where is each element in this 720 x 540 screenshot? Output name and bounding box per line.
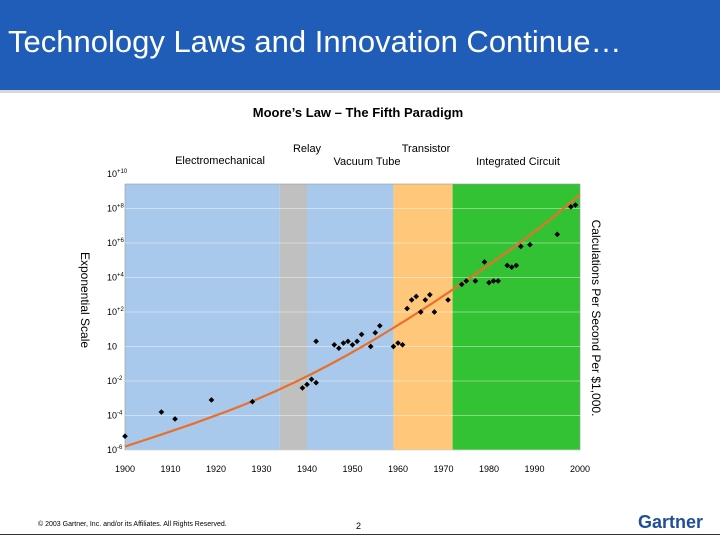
y-tick-label--2: 10-2 [107, 376, 123, 386]
x-tick-label-1980: 1980 [479, 464, 499, 474]
data-point-28 [427, 291, 433, 298]
data-point-8 [313, 379, 319, 386]
page-number: 2 [356, 521, 362, 531]
x-tick-label-1940: 1940 [297, 464, 317, 474]
x-tick-label-1970: 1970 [433, 464, 453, 474]
data-point-5 [299, 385, 306, 391]
paradigm-regions [124, 183, 581, 451]
region-vacuum-tube [307, 184, 394, 450]
data-point-2 [172, 416, 178, 422]
region-label-transistor: Transistor [402, 143, 451, 155]
region-electromechanical [125, 184, 280, 450]
data-point-43 [554, 231, 561, 238]
y-tick-label-0: 10 [107, 342, 117, 352]
trend-line [124, 193, 581, 448]
data-point-25 [413, 293, 420, 300]
chart-labels: Electromechanical Relay Vacuum TubeTransis… [78, 105, 603, 474]
y-tick-label-4: 10+4 [107, 273, 125, 283]
region-label-relay: Relay [293, 143, 322, 155]
trend-layer [124, 193, 581, 448]
x-tick-label-1900: 1900 [115, 464, 135, 474]
x-tick-label-1920: 1920 [206, 464, 226, 474]
title-bar: Technology Laws and Innovation Continue… [0, 0, 720, 90]
data-point-23 [404, 305, 410, 312]
data-point-10 [331, 341, 338, 348]
data-point-22 [399, 341, 406, 348]
y-tick-label--6: 10-6 [107, 445, 123, 455]
data-point-37 [495, 278, 501, 284]
x-tick-label-1910: 1910 [160, 464, 180, 474]
data-point-3 [208, 397, 215, 403]
data-points [122, 202, 579, 440]
data-point-20 [390, 343, 397, 350]
data-point-24 [408, 297, 415, 303]
region-transistor [393, 184, 453, 450]
region-label-electromechanical: Electromechanical [175, 155, 265, 167]
x-tick-label-1960: 1960 [388, 464, 408, 474]
region-relay [279, 184, 307, 450]
data-point-26 [417, 309, 424, 315]
footer-divider [0, 534, 720, 535]
data-point-14 [349, 341, 356, 348]
x-tick-label-1990: 1990 [524, 464, 544, 474]
data-point-34 [481, 259, 488, 265]
region-label-vacuum-tube: Vacuum Tube [333, 156, 400, 168]
data-point-42 [527, 241, 533, 248]
data-point-18 [372, 329, 379, 336]
title-divider [0, 90, 720, 93]
data-point-16 [358, 331, 365, 338]
y-tick-label-10: 10+10 [107, 169, 128, 179]
region-label-integrated-circuit: Integrated Circuit [476, 156, 560, 168]
x-tick-label-1950: 1950 [342, 464, 362, 474]
data-point-15 [354, 338, 360, 345]
data-point-4 [249, 398, 256, 405]
data-point-45 [572, 202, 579, 208]
data-point-12 [340, 340, 347, 346]
y-tick-label-6: 10+6 [107, 238, 125, 248]
data-point-33 [472, 278, 479, 284]
data-point-40 [513, 262, 520, 269]
data-point-39 [508, 264, 515, 270]
data-point-38 [504, 262, 511, 269]
data-point-6 [304, 381, 310, 388]
gartner-logo: Gartner [638, 512, 704, 532]
data-point-0 [122, 433, 128, 440]
data-point-27 [422, 297, 429, 303]
data-point-21 [395, 340, 401, 346]
data-point-9 [313, 338, 319, 345]
y-tick-label-2: 10+2 [107, 307, 125, 317]
y-tick-label--4: 10-4 [107, 411, 123, 421]
x-tick-label-1930: 1930 [251, 464, 271, 474]
y-axis-label-right: Calculations Per Second Per $1,000. [589, 220, 603, 417]
data-point-19 [376, 322, 383, 329]
data-point-30 [445, 297, 451, 303]
copyright-notice: © 2003 Gartner, Inc. and/or its Affiliat… [38, 521, 227, 528]
data-point-17 [367, 343, 374, 350]
y-axis-label: Exponential Scale [78, 252, 92, 348]
data-point-32 [463, 278, 470, 284]
data-point-36 [490, 278, 497, 284]
data-point-44 [568, 203, 574, 210]
y-tick-label-8: 10+8 [107, 204, 125, 214]
data-point-11 [336, 345, 342, 352]
data-point-13 [345, 338, 351, 345]
chart-title: Moore’s Law – The Fifth Paradigm [253, 105, 463, 120]
data-point-29 [431, 309, 438, 315]
data-point-7 [308, 376, 315, 383]
gridlines [125, 208, 580, 451]
x-tick-label-2000: 2000 [570, 464, 590, 474]
data-point-1 [158, 409, 165, 415]
data-point-35 [486, 279, 492, 286]
slide-title: Technology Laws and Innovation Continue… [8, 24, 622, 59]
data-point-41 [518, 243, 524, 250]
data-point-31 [458, 281, 465, 288]
region-integrated-circuit [452, 184, 580, 450]
